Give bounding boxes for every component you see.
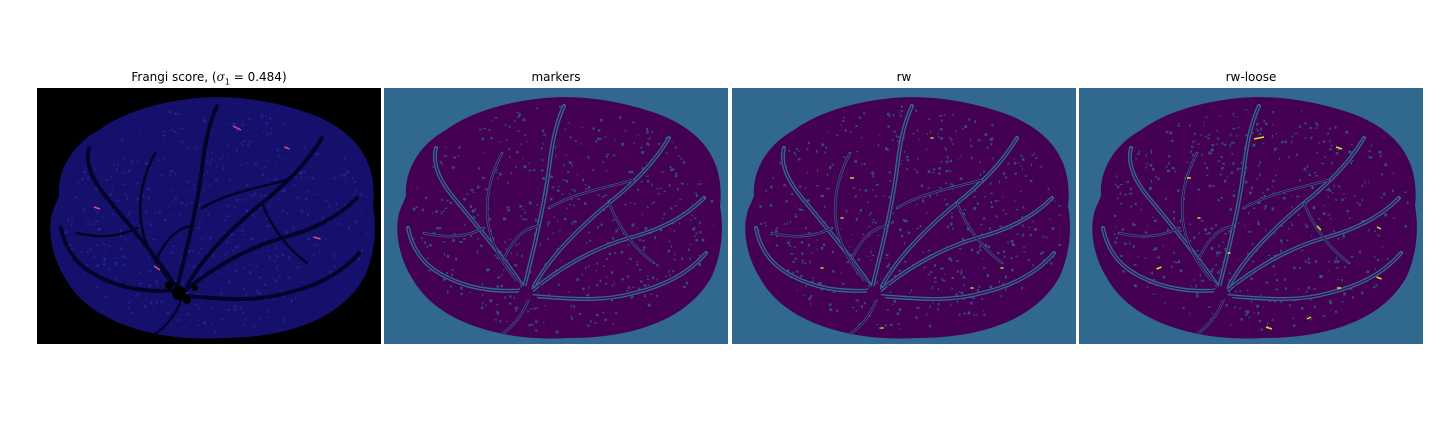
highlight-mark — [1253, 136, 1265, 140]
optic-disc-hole — [1234, 285, 1240, 291]
frangi-score-image — [37, 88, 381, 344]
rw-image — [732, 88, 1076, 344]
optic-disc-hole — [172, 286, 186, 300]
vessel-centerline — [1102, 227, 1222, 292]
optic-disc-hole — [878, 296, 886, 304]
optic-disc-hole — [1225, 296, 1233, 304]
highlight-mark — [153, 265, 161, 271]
highlight-mark — [313, 236, 321, 240]
retina-region — [50, 97, 375, 339]
optic-disc-hole — [512, 281, 520, 289]
frangi-title-prefix: Frangi score, ( — [131, 70, 217, 84]
optic-disc-hole — [1207, 281, 1215, 289]
vessel-centerline — [608, 202, 655, 264]
panel-title-frangi: Frangi score, (σ1 = 0.484) — [37, 70, 381, 86]
panel-title-rw-loose: rw-loose — [1225, 70, 1277, 84]
vessel-segment — [59, 226, 181, 293]
panel-title-rw: rw — [896, 70, 912, 84]
highlight-mark — [1156, 266, 1162, 270]
vessel-centerline — [771, 227, 833, 237]
vessel-centerline — [1196, 297, 1225, 335]
optic-disc-hole — [867, 286, 881, 300]
vessel-centerline — [1243, 179, 1330, 209]
highlight-mark — [1376, 226, 1382, 230]
vessel-centerline — [548, 179, 635, 209]
optic-disc-hole — [1214, 286, 1228, 300]
sigma-subscript: 1 — [224, 77, 230, 87]
markers-canvas — [384, 88, 728, 344]
frangi-score-canvas — [37, 88, 381, 344]
vessel-segment — [86, 146, 179, 290]
retina-region — [397, 97, 722, 339]
markers-image — [384, 88, 728, 344]
vessel-segment — [183, 251, 361, 302]
vessel-centerline — [503, 225, 540, 259]
highlight-mark — [1335, 146, 1343, 150]
vessel-segment — [155, 224, 194, 260]
highlight-mark — [1376, 276, 1382, 280]
rw-loose-canvas — [1079, 88, 1423, 344]
optic-disc-hole — [183, 296, 191, 304]
retina-region — [1092, 97, 1417, 339]
vessel-centerline — [1218, 105, 1260, 289]
vessel-centerline — [1226, 252, 1402, 300]
vessel-centerline — [849, 297, 878, 335]
vessel-segment — [200, 178, 289, 210]
vessel-centerline — [501, 297, 530, 335]
vessel-centerline — [407, 227, 527, 292]
highlight-mark — [1306, 316, 1312, 320]
vessel-centerline — [879, 252, 1055, 300]
vessel-centerline — [956, 202, 1003, 264]
vessel-centerline — [1303, 202, 1350, 264]
optic-disc-hole — [539, 285, 545, 291]
vessel-centerline — [1118, 227, 1180, 237]
vessel-centerline — [851, 225, 888, 259]
vessel-centerline — [896, 179, 983, 209]
highlight-mark — [284, 146, 290, 150]
optic-disc-hole — [165, 281, 173, 289]
highlight-mark — [1265, 326, 1273, 330]
vessel-centerline — [523, 105, 565, 289]
panel-title-markers: markers — [531, 70, 581, 84]
texture-speckle — [1111, 109, 1409, 331]
optic-disc-hole — [519, 286, 533, 300]
optic-disc-hole — [860, 281, 868, 289]
optic-disc-hole — [192, 285, 198, 291]
frangi-title-suffix: = 0.484) — [229, 70, 287, 84]
sigma-symbol: σ — [216, 70, 225, 84]
vessel-centerline — [486, 152, 525, 289]
retina-region — [745, 97, 1070, 339]
optic-disc-hole — [530, 296, 538, 304]
vessel-centerline — [834, 152, 873, 289]
vessel-centerline — [755, 227, 875, 292]
vessel-segment — [138, 151, 179, 290]
vessel-segment — [75, 226, 139, 238]
vessel-centerline — [434, 147, 525, 289]
vessel-centerline — [871, 105, 913, 289]
vessel-segment — [260, 201, 309, 265]
rw-canvas — [732, 88, 1076, 344]
highlight-mark — [93, 206, 101, 210]
vessel-centerline — [423, 227, 485, 237]
highlight-mark — [232, 125, 242, 131]
rw-loose-image — [1079, 88, 1423, 344]
vessel-centerline — [1198, 225, 1235, 259]
vessel-centerline — [1129, 147, 1220, 289]
vessel-centerline — [782, 147, 873, 289]
vessel-segment — [175, 104, 219, 290]
optic-disc-hole — [887, 285, 893, 291]
highlight-mark — [1316, 225, 1322, 231]
vessel-centerline — [531, 252, 707, 300]
vessel-centerline — [1181, 152, 1220, 289]
vessel-segment — [153, 296, 184, 336]
